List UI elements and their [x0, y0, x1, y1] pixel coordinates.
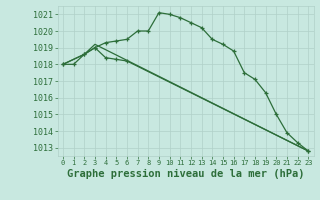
X-axis label: Graphe pression niveau de la mer (hPa): Graphe pression niveau de la mer (hPa) — [67, 169, 304, 179]
